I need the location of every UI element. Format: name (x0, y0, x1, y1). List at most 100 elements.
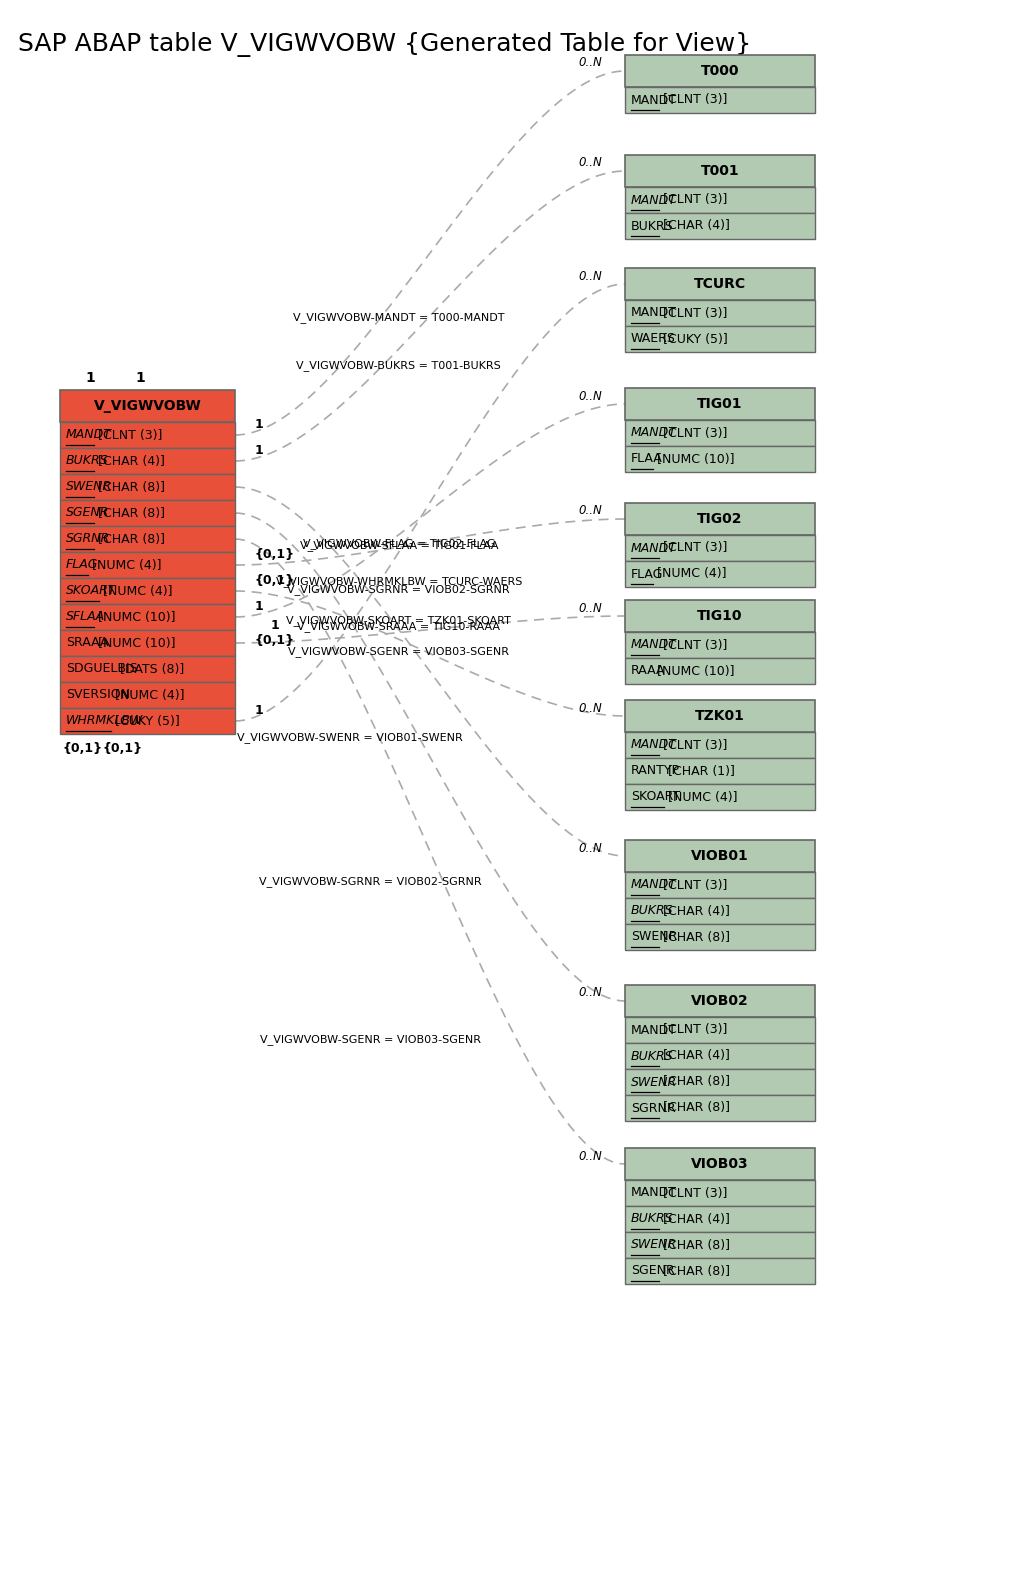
Bar (625, 1258, 815, 1285)
Bar (625, 388, 815, 419)
Text: 0..N: 0..N (578, 269, 602, 283)
Text: [CLNT (3)]: [CLNT (3)] (659, 193, 727, 207)
Text: BUKRS: BUKRS (631, 1049, 674, 1063)
Bar (625, 419, 815, 446)
Text: [CUKY (5)]: [CUKY (5)] (659, 332, 727, 345)
Text: 0..N: 0..N (578, 389, 602, 402)
Bar (625, 562, 815, 587)
Text: {0,1}: {0,1} (255, 574, 295, 587)
Text: 1: 1 (255, 445, 263, 457)
Bar (625, 840, 815, 872)
Bar (60, 525, 234, 552)
Text: [CLNT (3)]: [CLNT (3)] (659, 1186, 727, 1199)
Text: [NUMC (4)]: [NUMC (4)] (653, 568, 727, 581)
Text: [NUMC (10)]: [NUMC (10)] (94, 611, 176, 623)
Text: [NUMC (10)]: [NUMC (10)] (653, 664, 734, 677)
Bar (625, 1069, 815, 1095)
Text: [CHAR (8)]: [CHAR (8)] (94, 481, 165, 494)
Bar (60, 422, 234, 448)
Text: T001: T001 (700, 165, 740, 179)
Text: [CLNT (3)]: [CLNT (3)] (94, 429, 162, 441)
Bar (625, 1149, 815, 1180)
Text: SGRNR: SGRNR (631, 1101, 676, 1114)
Bar (625, 872, 815, 899)
Text: SWENR: SWENR (66, 481, 113, 494)
Text: TIG02: TIG02 (697, 513, 743, 525)
Bar (625, 732, 815, 758)
Text: SVERSION: SVERSION (66, 688, 130, 701)
Text: V_VIGWVOBW-SFLAA = TIG01-FLAA: V_VIGWVOBW-SFLAA = TIG01-FLAA (300, 539, 498, 551)
Text: [CLNT (3)]: [CLNT (3)] (659, 1024, 727, 1036)
Text: SWENR: SWENR (631, 1239, 677, 1251)
Text: WHRMKLBW: WHRMKLBW (66, 715, 144, 728)
Bar (625, 301, 815, 326)
Text: [CHAR (4)]: [CHAR (4)] (659, 905, 729, 918)
Text: SDGUELBIS: SDGUELBIS (66, 663, 137, 676)
Text: MANDT: MANDT (631, 541, 677, 555)
Text: TIG01: TIG01 (697, 397, 743, 411)
Bar (625, 535, 815, 562)
Text: [CHAR (4)]: [CHAR (4)] (659, 1049, 729, 1063)
Text: MANDT: MANDT (631, 739, 677, 751)
Text: 0..N: 0..N (578, 701, 602, 715)
Text: [CLNT (3)]: [CLNT (3)] (659, 878, 727, 892)
Text: RANTYP: RANTYP (631, 764, 680, 777)
Text: V_VIGWVOBW-SGRNR = VIOB02-SGRNR: V_VIGWVOBW-SGRNR = VIOB02-SGRNR (258, 876, 481, 888)
Bar (60, 500, 234, 525)
Bar (625, 1017, 815, 1043)
Text: [NUMC (4)]: [NUMC (4)] (99, 584, 173, 598)
Text: SGENR: SGENR (631, 1264, 675, 1278)
Text: MANDT: MANDT (631, 427, 677, 440)
Bar (60, 657, 234, 682)
Text: V_VIGWVOBW-FLAG = TIG02-FLAG: V_VIGWVOBW-FLAG = TIG02-FLAG (303, 538, 495, 549)
Text: SGRNR: SGRNR (66, 533, 111, 546)
Text: [NUMC (10)]: [NUMC (10)] (653, 452, 734, 465)
Text: SKOART: SKOART (631, 791, 681, 804)
Text: [CLNT (3)]: [CLNT (3)] (659, 541, 727, 555)
Bar (625, 1095, 815, 1122)
Bar (60, 448, 234, 475)
Text: [CHAR (8)]: [CHAR (8)] (94, 533, 165, 546)
Text: [CLNT (3)]: [CLNT (3)] (659, 639, 727, 652)
Text: {0,1}: {0,1} (255, 549, 295, 562)
Bar (625, 155, 815, 187)
Text: [CHAR (1)]: [CHAR (1)] (664, 764, 735, 777)
Bar (625, 899, 815, 924)
Text: V_VIGWVOBW-SRAAA = TIG10-RAAA: V_VIGWVOBW-SRAAA = TIG10-RAAA (298, 622, 500, 633)
Bar (60, 709, 234, 734)
Text: 1: 1 (135, 372, 145, 384)
Text: MANDT: MANDT (631, 1024, 677, 1036)
Text: [CLNT (3)]: [CLNT (3)] (659, 93, 727, 106)
Text: MANDT: MANDT (66, 429, 112, 441)
Text: FLAG: FLAG (66, 558, 98, 571)
Bar (60, 577, 234, 604)
Text: T000: T000 (700, 63, 740, 78)
Bar (625, 785, 815, 810)
Text: V_VIGWVOBW-SGENR = VIOB03-SGENR: V_VIGWVOBW-SGENR = VIOB03-SGENR (259, 1035, 480, 1046)
Text: MANDT: MANDT (631, 93, 677, 106)
Text: TZK01: TZK01 (695, 709, 745, 723)
Text: [CHAR (8)]: [CHAR (8)] (659, 930, 730, 943)
Text: [NUMC (4)]: [NUMC (4)] (111, 688, 184, 701)
Bar (625, 1205, 815, 1232)
Bar (60, 682, 234, 709)
Text: FLAG: FLAG (631, 568, 663, 581)
Text: SWENR: SWENR (631, 930, 678, 943)
Text: 0..N: 0..N (578, 1150, 602, 1163)
Text: 0..N: 0..N (578, 601, 602, 614)
Bar (625, 267, 815, 301)
Text: 0..N: 0..N (578, 57, 602, 70)
Text: BUKRS: BUKRS (631, 905, 674, 918)
Text: [CHAR (8)]: [CHAR (8)] (94, 506, 165, 519)
Text: V_VIGWVOBW-WHRMKLBW = TCURC-WAERS: V_VIGWVOBW-WHRMKLBW = TCURC-WAERS (276, 576, 522, 587)
Text: [CHAR (4)]: [CHAR (4)] (94, 454, 165, 468)
Text: [CHAR (8)]: [CHAR (8)] (659, 1239, 730, 1251)
Bar (625, 658, 815, 683)
Bar (60, 391, 234, 422)
Text: 1: 1 (255, 704, 263, 718)
Text: MANDT: MANDT (631, 1186, 677, 1199)
Text: VIOB02: VIOB02 (691, 993, 749, 1008)
Text: [CHAR (8)]: [CHAR (8)] (659, 1101, 730, 1114)
Bar (60, 552, 234, 577)
Text: [CHAR (4)]: [CHAR (4)] (659, 1212, 729, 1226)
